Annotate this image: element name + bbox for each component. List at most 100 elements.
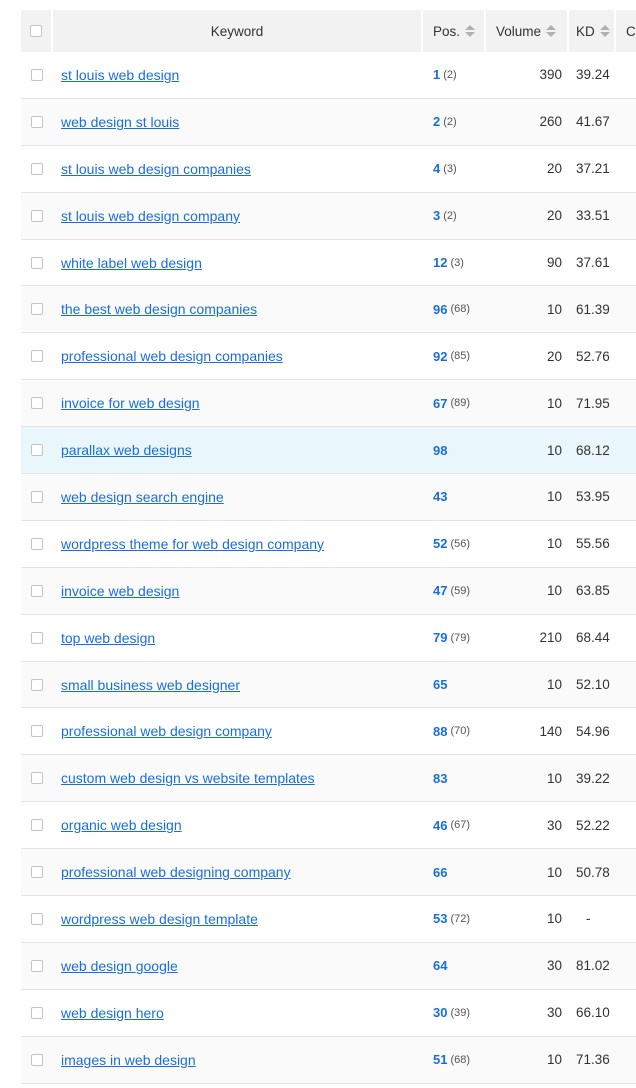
sort-icon[interactable] bbox=[465, 25, 476, 37]
keyword-link[interactable]: web design google bbox=[61, 957, 178, 974]
keyword-link[interactable]: wordpress theme for web design company bbox=[61, 535, 325, 552]
table-row: st louis web design companies 4 (3) 20 37.21 bbox=[21, 146, 636, 193]
keyword-link[interactable]: organic web design bbox=[61, 817, 182, 834]
table-row: st louis web design company 3 (2) 20 33.51 bbox=[21, 192, 636, 240]
volume-value: 10 bbox=[546, 536, 562, 552]
kd-value: 39.24 bbox=[576, 67, 610, 83]
row-checkbox[interactable] bbox=[31, 115, 43, 128]
row-checkbox[interactable] bbox=[31, 350, 43, 363]
table-row: web design hero 30 (39) 30 66.10 bbox=[21, 990, 636, 1037]
previous-position: (85) bbox=[450, 350, 471, 363]
sort-icon[interactable] bbox=[546, 25, 557, 37]
row-select-cell bbox=[21, 537, 53, 550]
row-checkbox[interactable] bbox=[31, 725, 43, 738]
keyword-cell: invoice for web design bbox=[53, 395, 423, 411]
kd-value: 61.39 bbox=[576, 301, 610, 317]
row-checkbox[interactable] bbox=[31, 162, 43, 175]
position-cell: 67 (89) bbox=[423, 396, 486, 411]
row-checkbox[interactable] bbox=[31, 303, 43, 316]
table-body: st louis web design 1 (2) 390 39.24 web desig… bbox=[21, 52, 636, 1084]
table-row: professional web design companies 92 (85) 2… bbox=[21, 333, 636, 381]
row-select-cell bbox=[21, 584, 53, 597]
sort-icon[interactable] bbox=[599, 25, 610, 37]
row-checkbox[interactable] bbox=[31, 1053, 43, 1066]
header-cpc[interactable]: CPC bbox=[616, 10, 636, 52]
keyword-link[interactable]: the best web design companies bbox=[61, 301, 258, 318]
kd-value: - bbox=[586, 911, 591, 927]
row-checkbox[interactable] bbox=[31, 1006, 43, 1019]
row-checkbox[interactable] bbox=[31, 68, 43, 81]
keyword-link[interactable]: white label web design bbox=[61, 254, 202, 271]
table-row: images in web design 51 (68) 10 71.36 bbox=[21, 1036, 636, 1084]
row-checkbox[interactable] bbox=[31, 490, 43, 503]
row-select-cell bbox=[21, 725, 53, 738]
keyword-link[interactable]: parallax web designs bbox=[61, 442, 192, 459]
header-keyword-label: Keyword bbox=[210, 23, 264, 39]
row-checkbox[interactable] bbox=[31, 772, 43, 785]
keyword-link[interactable]: web design st louis bbox=[61, 113, 180, 130]
table-row: invoice for web design 67 (89) 10 71.95 bbox=[21, 380, 636, 428]
previous-position: (3) bbox=[450, 256, 464, 269]
position-value: 51 bbox=[433, 1052, 448, 1068]
header-kd[interactable]: KD bbox=[569, 10, 616, 52]
keyword-link[interactable]: custom web design vs website templates bbox=[61, 770, 315, 787]
volume-value: 10 bbox=[546, 770, 562, 786]
row-checkbox[interactable] bbox=[31, 819, 43, 832]
position-value: 47 bbox=[433, 583, 448, 599]
position-cell: 83 bbox=[423, 771, 486, 786]
position-cell: 2 (2) bbox=[423, 114, 486, 129]
row-checkbox[interactable] bbox=[31, 866, 43, 879]
header-volume[interactable]: Volume bbox=[486, 10, 569, 52]
keyword-link[interactable]: top web design bbox=[61, 629, 156, 646]
volume-cell: 90 bbox=[486, 255, 569, 270]
keyword-link[interactable]: st louis web design company bbox=[61, 207, 240, 224]
kd-cell: 50.78 bbox=[569, 865, 616, 880]
keyword-link[interactable]: professional web design company bbox=[61, 723, 272, 740]
previous-position: (68) bbox=[450, 303, 471, 316]
kd-cell: 71.36 bbox=[569, 1052, 616, 1067]
row-checkbox[interactable] bbox=[31, 631, 43, 644]
keyword-link[interactable]: invoice web design bbox=[61, 582, 180, 599]
row-checkbox[interactable] bbox=[31, 959, 43, 972]
keyword-cell: st louis web design companies bbox=[53, 161, 423, 177]
volume-value: 90 bbox=[546, 255, 562, 270]
row-checkbox[interactable] bbox=[31, 584, 43, 597]
position-cell: 96 (68) bbox=[423, 302, 486, 317]
keyword-link[interactable]: st louis web design bbox=[61, 66, 180, 83]
row-checkbox[interactable] bbox=[31, 444, 43, 457]
row-select-cell bbox=[21, 350, 53, 363]
kd-cell: 81.02 bbox=[569, 958, 616, 973]
kd-cell: 63.85 bbox=[569, 583, 616, 598]
table-row: the best web design companies 96 (68) 10 61.… bbox=[21, 286, 636, 334]
keyword-cell: web design google bbox=[53, 958, 423, 974]
position-cell: 79 (79) bbox=[423, 630, 486, 645]
keyword-link[interactable]: web design search engine bbox=[61, 488, 224, 505]
row-checkbox[interactable] bbox=[31, 912, 43, 925]
position-cell: 98 bbox=[423, 443, 486, 458]
keyword-link[interactable]: st louis web design companies bbox=[61, 160, 251, 177]
select-all-checkbox[interactable] bbox=[30, 25, 42, 37]
kd-value: 52.10 bbox=[576, 677, 610, 693]
keyword-link[interactable]: invoice for web design bbox=[61, 395, 200, 412]
row-checkbox[interactable] bbox=[31, 678, 43, 691]
row-checkbox[interactable] bbox=[31, 537, 43, 550]
keyword-cell: organic web design bbox=[53, 817, 423, 833]
keyword-cell: custom web design vs website templates bbox=[53, 770, 423, 786]
keyword-link[interactable]: professional web designing company bbox=[61, 864, 291, 881]
volume-value: 10 bbox=[546, 677, 562, 693]
keyword-link[interactable]: images in web design bbox=[61, 1051, 196, 1068]
keyword-link[interactable]: web design hero bbox=[61, 1004, 164, 1021]
volume-value: 10 bbox=[546, 489, 562, 505]
header-pos[interactable]: Pos. bbox=[423, 10, 486, 52]
kd-value: 54.96 bbox=[576, 723, 610, 739]
position-value: 83 bbox=[433, 770, 448, 786]
keyword-link[interactable]: wordpress web design template bbox=[61, 910, 258, 927]
row-checkbox[interactable] bbox=[31, 256, 43, 269]
table-row: professional web designing company 66 10 50… bbox=[21, 849, 636, 897]
kd-value: 63.85 bbox=[576, 583, 610, 599]
row-checkbox[interactable] bbox=[31, 397, 43, 410]
keyword-link[interactable]: professional web design companies bbox=[61, 348, 283, 365]
position-value: 1 bbox=[433, 67, 441, 83]
row-checkbox[interactable] bbox=[31, 209, 43, 222]
keyword-link[interactable]: small business web designer bbox=[61, 676, 240, 693]
